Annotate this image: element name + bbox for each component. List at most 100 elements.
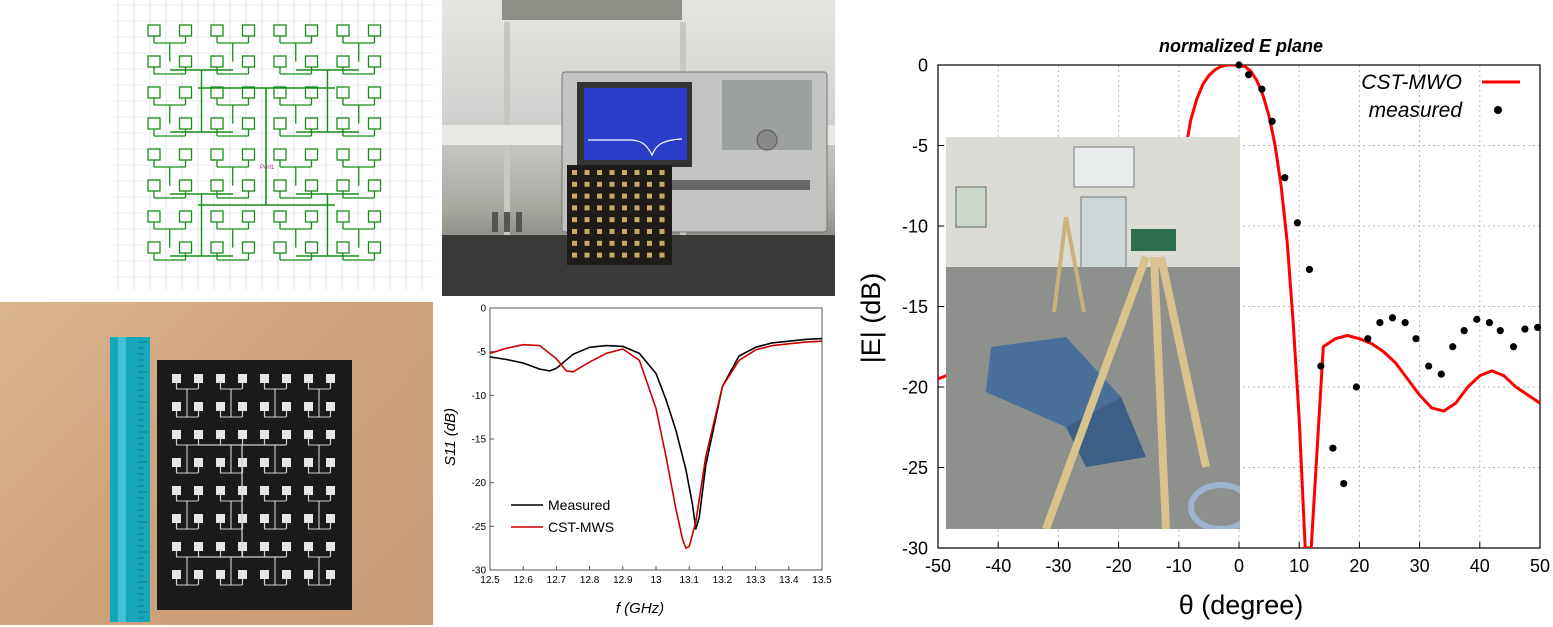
- board-patch: [584, 240, 590, 246]
- measured-point: [1317, 362, 1325, 370]
- board-patch: [659, 181, 665, 187]
- board-patch: [326, 542, 335, 551]
- board-patch: [172, 458, 181, 467]
- board-patch: [597, 170, 602, 175]
- measured-point: [1533, 323, 1542, 332]
- board-photo-svg: [110, 337, 352, 622]
- measured-point: [1509, 343, 1518, 351]
- x-tick-label: 13.4: [779, 575, 799, 586]
- measured-point: [1412, 335, 1420, 343]
- board-patch: [304, 486, 313, 495]
- board-patch: [659, 170, 665, 175]
- x-tick-label: 13.3: [746, 575, 766, 586]
- board-patch: [260, 430, 269, 439]
- board-patch: [659, 229, 665, 234]
- x-tick-label: -30: [1045, 556, 1071, 576]
- board-patch: [622, 181, 627, 187]
- patch-element: [241, 117, 256, 130]
- board-patch: [282, 542, 291, 551]
- board-patch: [572, 217, 577, 223]
- e-ylabel: |E| (dB): [856, 273, 886, 364]
- board-patch: [326, 430, 335, 439]
- patch-element: [273, 117, 287, 130]
- x-tick-label: 13.1: [679, 575, 699, 586]
- board-patch: [572, 205, 577, 211]
- board-patch: [634, 252, 640, 258]
- x-tick-label: 12.5: [480, 575, 500, 586]
- y-tick-label: -15: [902, 297, 928, 317]
- y-tick-label: -5: [477, 347, 486, 358]
- patch-element: [367, 179, 382, 192]
- y-tick-label: -10: [472, 391, 487, 402]
- patch-element: [367, 241, 382, 254]
- board-patch: [326, 570, 335, 579]
- board-patch: [647, 229, 652, 234]
- patch-element: [178, 24, 193, 37]
- y-tick-label: -20: [472, 478, 487, 489]
- patch-element: [367, 148, 382, 161]
- x-tick-label: 50: [1530, 556, 1550, 576]
- board-patch: [622, 217, 627, 223]
- measured-point: [1401, 319, 1409, 327]
- board-patch: [634, 193, 640, 199]
- patch-element: [304, 179, 319, 192]
- board-patch: [326, 402, 335, 411]
- patch-element: [367, 24, 382, 37]
- series-line-cst-mws: [490, 340, 822, 549]
- board-patch: [304, 402, 313, 411]
- board-patch: [282, 458, 291, 467]
- board-patch: [622, 229, 627, 234]
- measured-point: [1425, 362, 1433, 370]
- board-patch: [194, 514, 203, 523]
- measured-point: [1460, 327, 1468, 335]
- board-patch: [304, 458, 313, 467]
- patch-element: [367, 210, 382, 223]
- board-patch: [216, 430, 225, 439]
- legend-label: CST-MWS: [548, 519, 614, 535]
- board-patch: [572, 193, 577, 199]
- board-patch: [238, 570, 247, 579]
- legend-swatch: [1494, 106, 1502, 114]
- measured-point: [1293, 219, 1301, 227]
- board-patch: [647, 252, 652, 258]
- patch-element: [304, 210, 319, 223]
- board-patch: [584, 193, 590, 199]
- board-patch: [597, 229, 602, 234]
- layout-svg: Port1: [113, 0, 433, 290]
- board-patch: [584, 205, 590, 211]
- board-patch: [238, 402, 247, 411]
- patch-element: [210, 55, 224, 68]
- x-tick-label: -20: [1106, 556, 1132, 576]
- patch-element: [336, 148, 350, 161]
- board-patch: [609, 205, 615, 211]
- measured-point: [1281, 174, 1289, 182]
- board-patch: [304, 430, 313, 439]
- y-tick-label: -20: [902, 377, 928, 397]
- board-patch: [194, 458, 203, 467]
- board-patch: [647, 240, 652, 246]
- board-patch: [216, 458, 225, 467]
- board-patch: [584, 229, 590, 234]
- board-patch: [622, 193, 627, 199]
- ruler: [110, 337, 150, 622]
- measured-point: [1245, 71, 1253, 79]
- board-patch: [260, 458, 269, 467]
- board-patch: [609, 193, 615, 199]
- board-patch: [584, 252, 590, 258]
- x-tick-label: 40: [1470, 556, 1490, 576]
- patch-element: [178, 210, 193, 223]
- patch-element: [304, 24, 319, 37]
- y-tick-label: -30: [472, 566, 487, 577]
- patch-element: [336, 24, 350, 37]
- board-patch: [260, 514, 269, 523]
- board-patch: [572, 181, 577, 187]
- s11-legend: Measured CST-MWS: [511, 497, 614, 535]
- patch-element: [210, 24, 224, 37]
- board-patch: [634, 170, 640, 175]
- x-tick-label: 13: [650, 575, 662, 586]
- board-patch: [304, 570, 313, 579]
- y-tick-label: -15: [472, 435, 487, 446]
- s11-ylabel: S11 (dB): [442, 408, 459, 466]
- board-patch: [572, 170, 577, 175]
- measured-point: [1340, 480, 1348, 488]
